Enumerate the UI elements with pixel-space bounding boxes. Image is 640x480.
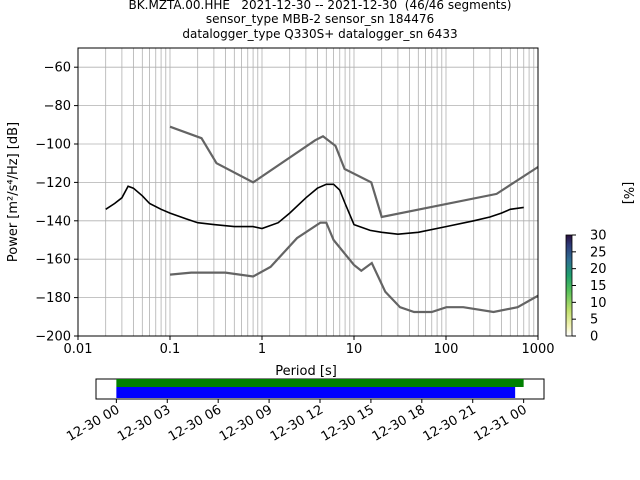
availability-bars [116, 379, 524, 398]
colorbar-tick-label: 15 [590, 279, 607, 294]
colorbar-tick-label: 0 [590, 330, 598, 345]
colorbar-tick-label: 20 [590, 262, 607, 277]
y-tick-label: −140 [35, 214, 71, 229]
y-tick-label: −180 [35, 291, 71, 306]
y-tick-label: −80 [44, 99, 71, 114]
axes: 0.01 0.1 1 10 100 1000 −200 −180 −160 −140 −120 −10… [35, 61, 554, 357]
colorbar-tick-label: 25 [590, 245, 607, 260]
colorbar-tick-label: 10 [590, 296, 607, 311]
colorbar [565, 234, 573, 337]
colorbar-label: [%] [620, 182, 635, 205]
time-tick-label: 12-30 09 [217, 402, 275, 444]
y-tick-label: −60 [44, 61, 71, 76]
x-tick-label: 100 [434, 342, 459, 357]
availability-bar-processed [116, 379, 524, 387]
time-tick-label: 12-30 21 [421, 402, 479, 444]
x-axis-label: Period [s] [275, 364, 337, 379]
x-tick-label: 0.1 [160, 342, 181, 357]
y-tick-label: −100 [35, 138, 71, 153]
time-tick-label: 12-30 03 [115, 402, 173, 444]
x-tick-label: 1 [258, 342, 266, 357]
noise-model-nlnm [169, 221, 538, 314]
noise-models [169, 125, 538, 314]
time-tick-label: 12-31 00 [472, 402, 530, 444]
chart-title: BK.MZTA.00.HHE 2021-12-30 -- 2021-12-30 … [128, 0, 512, 12]
time-tick-label: 12-30 12 [268, 402, 326, 444]
x-tick-label: 10 [346, 342, 363, 357]
colorbar-tick-label: 5 [590, 313, 598, 328]
x-tick-label: 0.01 [64, 342, 93, 357]
mean-psd-line [105, 183, 524, 236]
x-tick-label: 1000 [521, 342, 554, 357]
grid [77, 48, 539, 337]
datalogger-subtitle: datalogger_type Q330S+ datalogger_sn 643… [182, 27, 458, 41]
time-tick-label: 12-30 00 [64, 402, 122, 444]
availability-bar-available [116, 387, 516, 398]
time-tick-label: 12-30 18 [370, 402, 428, 444]
y-tick-label: −200 [35, 330, 71, 345]
colorbar-tick-label: 30 [590, 229, 607, 244]
plot-frame [77, 47, 539, 337]
y-tick-label: −160 [35, 253, 71, 268]
y-axis-label: Power [m²/s⁴/Hz] [dB] [6, 122, 21, 262]
time-tick-label: 12-30 15 [319, 402, 377, 444]
y-tick-label: −120 [35, 176, 71, 191]
time-tick-label: 12-30 06 [166, 402, 224, 444]
mean-psd [105, 183, 524, 236]
noise-model-nhnm [169, 125, 538, 219]
sensor-subtitle: sensor_type MBB-2 sensor_sn 184476 [205, 12, 435, 26]
